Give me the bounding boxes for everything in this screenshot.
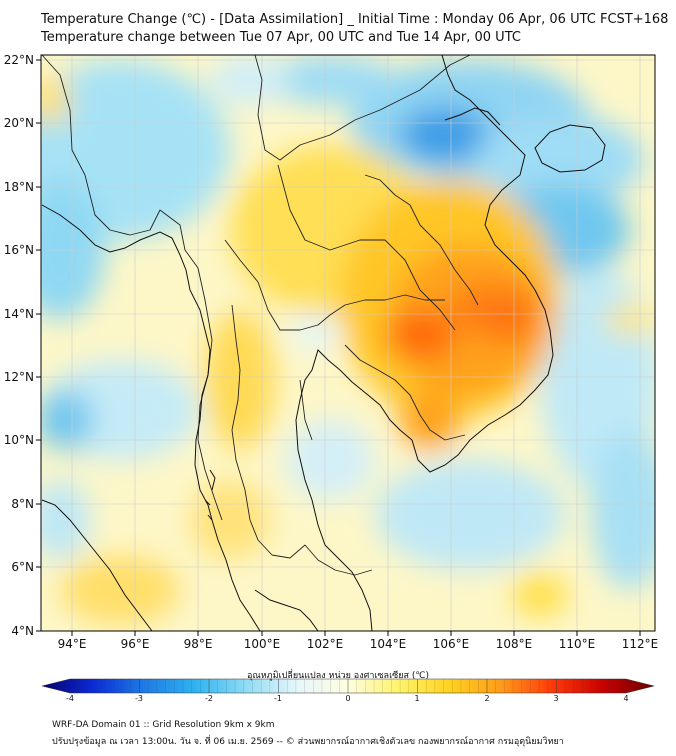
colorbar-tick: 0 xyxy=(345,694,351,703)
svg-text:14°N: 14°N xyxy=(4,307,34,321)
lat-label: 14°N xyxy=(4,307,41,321)
svg-text:106°E: 106°E xyxy=(433,637,470,651)
svg-text:104°E: 104°E xyxy=(370,637,407,651)
footer-credit: ปรับปรุงข้อมูล ณ เวลา 13:00น. วัน จ. ที่… xyxy=(52,737,564,747)
lon-label: 104°E xyxy=(370,631,407,651)
footer-model-info: WRF-DA Domain 01 :: Grid Resolution 9km … xyxy=(52,720,275,730)
plot-frame xyxy=(40,54,656,632)
lat-label: 10°N xyxy=(4,433,41,447)
lat-label: 8°N xyxy=(11,497,41,511)
lat-label: 4°N xyxy=(11,624,41,638)
lon-label: 96°E xyxy=(121,631,150,651)
lon-label: 98°E xyxy=(184,631,213,651)
colorbar-tick: 1 xyxy=(414,694,420,703)
svg-text:16°N: 16°N xyxy=(4,243,34,257)
lat-label: 6°N xyxy=(11,560,41,574)
svg-text:20°N: 20°N xyxy=(4,116,34,130)
svg-text:112°E: 112°E xyxy=(622,637,659,651)
lat-label: 18°N xyxy=(4,180,41,194)
svg-text:8°N: 8°N xyxy=(11,497,34,511)
lat-label: 22°N xyxy=(4,53,41,67)
svg-text:18°N: 18°N xyxy=(4,180,34,194)
svg-text:94°E: 94°E xyxy=(58,637,87,651)
colorbar-tick: -3 xyxy=(135,694,143,703)
lat-label: 16°N xyxy=(4,243,41,257)
colorbar xyxy=(41,678,655,694)
lon-label: 110°E xyxy=(559,631,596,651)
colorbar-tick: 4 xyxy=(623,694,629,703)
svg-text:4°N: 4°N xyxy=(11,624,34,638)
lon-label: 106°E xyxy=(433,631,470,651)
colorbar-label: อุณหภูมิเปลี่ยนแปลง หน่วย องศาเซลเซียส (… xyxy=(246,671,430,681)
lat-label: 20°N xyxy=(4,116,41,130)
svg-text:10°N: 10°N xyxy=(4,433,34,447)
svg-text:96°E: 96°E xyxy=(121,637,150,651)
colorbar-tick: -4 xyxy=(66,694,74,703)
lat-label: 12°N xyxy=(4,370,41,384)
colorbar-tick: 3 xyxy=(553,694,559,703)
colorbar-tick: 2 xyxy=(484,694,490,703)
lon-label: 112°E xyxy=(622,631,659,651)
svg-text:102°E: 102°E xyxy=(307,637,344,651)
svg-text:6°N: 6°N xyxy=(11,560,34,574)
lon-label: 100°E xyxy=(244,631,281,651)
axes: 22°N 20°N 18°N 16°N 14°N 12°N 10°N 8°N 6… xyxy=(4,53,659,651)
svg-text:108°E: 108°E xyxy=(496,637,533,651)
colorbar-tick: -1 xyxy=(274,694,282,703)
lon-label: 94°E xyxy=(58,631,87,651)
svg-text:110°E: 110°E xyxy=(559,637,596,651)
lon-label: 108°E xyxy=(496,631,533,651)
lat-lon-grid xyxy=(41,55,655,631)
map-subtitle: Temperature change between Tue 07 Apr, 0… xyxy=(41,30,521,45)
coastlines xyxy=(41,54,606,632)
svg-text:22°N: 22°N xyxy=(4,53,34,67)
temperature-field xyxy=(41,55,655,631)
colorbar-tick: -2 xyxy=(205,694,213,703)
svg-text:12°N: 12°N xyxy=(4,370,34,384)
map-title: Temperature Change (℃) - [Data Assimilat… xyxy=(41,12,669,27)
svg-text:98°E: 98°E xyxy=(184,637,213,651)
lon-label: 102°E xyxy=(307,631,344,651)
svg-text:100°E: 100°E xyxy=(244,637,281,651)
